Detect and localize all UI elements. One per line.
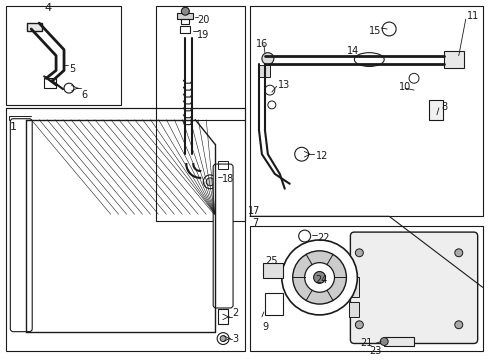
- Bar: [218, 309, 227, 324]
- Text: 17: 17: [247, 206, 260, 216]
- Bar: [428, 100, 442, 120]
- Bar: [6, 108, 244, 351]
- Text: 7: 7: [251, 218, 258, 228]
- Circle shape: [382, 22, 395, 36]
- Circle shape: [181, 7, 189, 15]
- Text: 4: 4: [44, 3, 51, 13]
- Text: 6: 6: [81, 90, 87, 100]
- Bar: [257, 66, 269, 77]
- Text: 5: 5: [69, 63, 75, 73]
- Bar: [443, 51, 463, 68]
- Bar: [181, 19, 189, 24]
- Text: 24: 24: [315, 275, 327, 285]
- Bar: [263, 263, 282, 278]
- Bar: [349, 278, 359, 297]
- Text: 12: 12: [315, 151, 327, 161]
- Bar: [177, 13, 193, 19]
- Circle shape: [298, 230, 310, 242]
- Text: 19: 19: [197, 30, 209, 40]
- Circle shape: [262, 53, 273, 64]
- Circle shape: [217, 333, 228, 345]
- Ellipse shape: [354, 53, 384, 67]
- FancyBboxPatch shape: [213, 164, 233, 308]
- Text: 13: 13: [277, 80, 289, 90]
- Circle shape: [203, 175, 217, 189]
- Bar: [384, 337, 413, 346]
- Bar: [218, 161, 227, 169]
- Text: 10: 10: [398, 82, 410, 92]
- Bar: [180, 26, 190, 33]
- Circle shape: [267, 101, 275, 109]
- Text: 22: 22: [317, 233, 329, 243]
- Text: 2: 2: [232, 308, 238, 318]
- Circle shape: [454, 249, 462, 257]
- Circle shape: [292, 251, 346, 304]
- Circle shape: [264, 85, 274, 95]
- Text: 11: 11: [466, 11, 478, 21]
- Circle shape: [454, 321, 462, 329]
- Bar: [27, 23, 42, 31]
- Circle shape: [304, 263, 334, 292]
- Text: 16: 16: [255, 39, 267, 49]
- Text: 3: 3: [232, 334, 238, 343]
- Circle shape: [281, 240, 357, 315]
- Bar: [44, 78, 56, 88]
- Bar: [349, 302, 359, 317]
- Bar: [249, 226, 482, 351]
- Circle shape: [313, 271, 325, 283]
- FancyBboxPatch shape: [350, 232, 477, 343]
- Text: 20: 20: [197, 15, 209, 25]
- Circle shape: [408, 73, 418, 83]
- Text: 14: 14: [346, 46, 359, 56]
- Text: 15: 15: [368, 26, 381, 36]
- Text: 8: 8: [440, 102, 446, 112]
- Circle shape: [380, 338, 387, 346]
- Text: 25: 25: [265, 256, 278, 266]
- Circle shape: [220, 336, 225, 342]
- Bar: [264, 293, 282, 315]
- Circle shape: [355, 249, 363, 257]
- Text: 21: 21: [359, 338, 372, 348]
- Text: 9: 9: [262, 322, 267, 332]
- Bar: [6, 6, 121, 105]
- Text: 1: 1: [9, 122, 16, 132]
- Circle shape: [294, 147, 308, 161]
- Text: 23: 23: [368, 346, 381, 356]
- Circle shape: [64, 83, 74, 93]
- Circle shape: [355, 321, 363, 329]
- FancyBboxPatch shape: [10, 119, 32, 332]
- Circle shape: [206, 178, 214, 186]
- Bar: [155, 6, 244, 221]
- Text: 18: 18: [222, 174, 234, 184]
